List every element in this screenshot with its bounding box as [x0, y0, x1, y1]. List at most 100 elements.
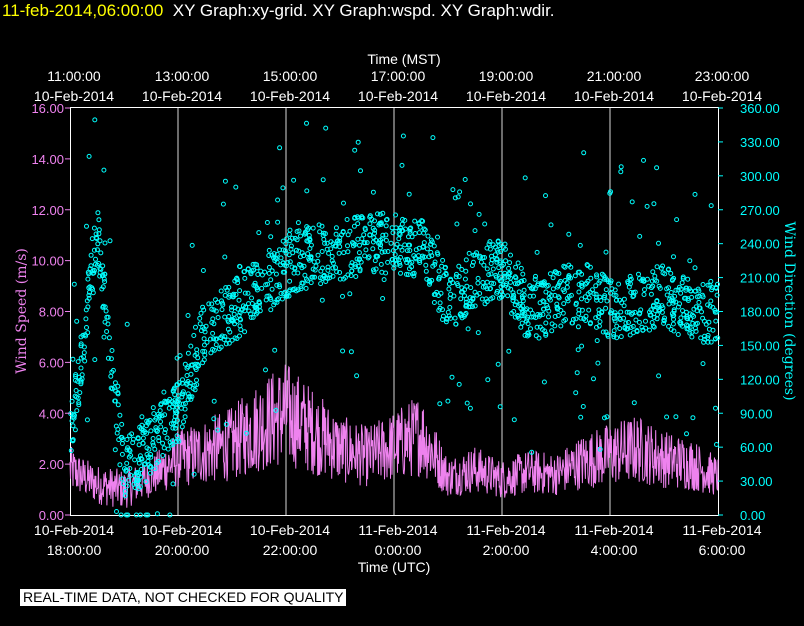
wind-direction-point	[464, 283, 470, 289]
wind-direction-point	[670, 321, 676, 327]
wind-direction-point	[390, 248, 396, 254]
wind-direction-point	[121, 481, 126, 487]
wind-direction-point	[627, 332, 633, 338]
wind-direction-point	[383, 232, 389, 238]
wind-direction-point	[520, 271, 526, 277]
wind-direction-point	[594, 338, 600, 344]
wind-direction-point	[182, 414, 188, 420]
wind-direction-point	[618, 334, 624, 340]
wind-direction-point	[95, 210, 101, 216]
wind-direction-point	[546, 308, 552, 314]
wind-direction-point	[573, 316, 579, 322]
wind-direction-point	[69, 437, 75, 443]
wind-direction-point	[680, 308, 685, 314]
wind-direction-point	[507, 260, 513, 266]
wind-direction-point	[377, 220, 383, 226]
wind-direction-point	[480, 255, 486, 261]
wind-direction-point	[180, 389, 186, 395]
wind-direction-point	[118, 512, 124, 518]
wind-direction-point	[601, 273, 607, 279]
wind-direction-point	[577, 242, 583, 248]
wind-direction-point	[447, 304, 453, 310]
wind-direction-point	[463, 268, 469, 274]
wind-direction-point	[642, 287, 647, 293]
wind-direction-point	[150, 436, 156, 441]
wind-direction-point	[186, 394, 192, 400]
wind-direction-point	[714, 309, 720, 315]
wind-direction-point	[98, 266, 104, 272]
wind-direction-point	[666, 323, 672, 329]
wind-direction-point	[282, 248, 288, 254]
chart-title: 11-feb-2014,06:00:00 XY Graph:xy-grid. X…	[2, 1, 555, 21]
wind-direction-point	[287, 259, 293, 265]
wind-direction-point	[490, 266, 496, 272]
wind-direction-point	[160, 453, 166, 458]
wind-direction-point	[576, 289, 582, 295]
wind-direction-point	[699, 309, 704, 315]
wind-direction-point	[385, 259, 391, 265]
wind-direction-point	[499, 278, 505, 284]
wind-direction-point	[349, 268, 355, 274]
wind-direction-point	[340, 229, 346, 234]
wind-direction-point	[202, 352, 208, 358]
wind-direction-point	[558, 323, 564, 329]
wind-direction-point	[71, 281, 77, 287]
wind-direction-point	[566, 231, 572, 237]
wind-direction-point	[132, 457, 138, 463]
wind-direction-point	[247, 311, 253, 317]
bottom-tick-time: 20:00:00	[155, 542, 210, 558]
wind-direction-point	[222, 254, 228, 260]
wind-direction-point	[170, 481, 176, 487]
wind-direction-point	[404, 260, 410, 265]
wind-direction-point	[456, 381, 462, 387]
wind-direction-point	[472, 228, 478, 234]
wind-direction-point	[151, 411, 157, 417]
wind-direction-point	[458, 311, 464, 317]
wind-direction-point	[471, 252, 477, 258]
wind-direction-point	[268, 307, 274, 313]
wind-direction-point	[432, 291, 438, 297]
wind-direction-point	[96, 261, 102, 266]
wind-direction-point	[185, 397, 191, 403]
wind-direction-point	[266, 247, 272, 253]
wind-direction-point	[182, 406, 188, 412]
wind-direction-point	[322, 240, 328, 246]
wind-direction-point	[525, 314, 531, 320]
wind-direction-point	[382, 249, 388, 255]
wind-direction-point	[137, 484, 143, 490]
wind-direction-point	[539, 282, 545, 288]
wind-direction-point	[127, 433, 133, 439]
wind-direction-point	[175, 382, 180, 388]
wind-direction-point	[699, 292, 705, 298]
wind-direction-point	[170, 425, 176, 431]
wind-direction-point	[700, 361, 706, 367]
wind-direction-point	[526, 332, 532, 338]
wind-direction-point	[337, 270, 343, 275]
wind-direction-point	[543, 193, 548, 199]
wind-direction-point	[298, 284, 304, 289]
wind-direction-point	[274, 282, 280, 288]
wind-direction-point	[201, 357, 207, 363]
wind-direction-point	[547, 271, 553, 277]
wind-direction-point	[524, 306, 530, 312]
wind-direction-point	[496, 295, 502, 301]
wind-direction-point	[423, 262, 429, 268]
wind-direction-point	[570, 316, 576, 322]
wind-direction-point	[81, 354, 86, 360]
wind-direction-point	[73, 372, 79, 378]
wind-direction-point	[162, 430, 168, 436]
bottom-tick-date: 11-Feb-2014	[466, 522, 545, 538]
wind-direction-point	[161, 389, 167, 395]
wind-direction-point	[634, 328, 640, 333]
wind-direction-point	[117, 462, 123, 468]
wind-direction-point	[290, 286, 296, 292]
wind-direction-point	[408, 225, 414, 231]
wind-direction-point	[502, 273, 508, 279]
wind-direction-point	[489, 280, 494, 286]
wind-direction-point	[145, 458, 151, 464]
wind-direction-point	[394, 241, 400, 247]
wind-direction-point	[594, 324, 599, 330]
wind-direction-point	[171, 420, 177, 426]
wind-direction-point	[125, 477, 131, 483]
wind-direction-point	[334, 269, 340, 275]
